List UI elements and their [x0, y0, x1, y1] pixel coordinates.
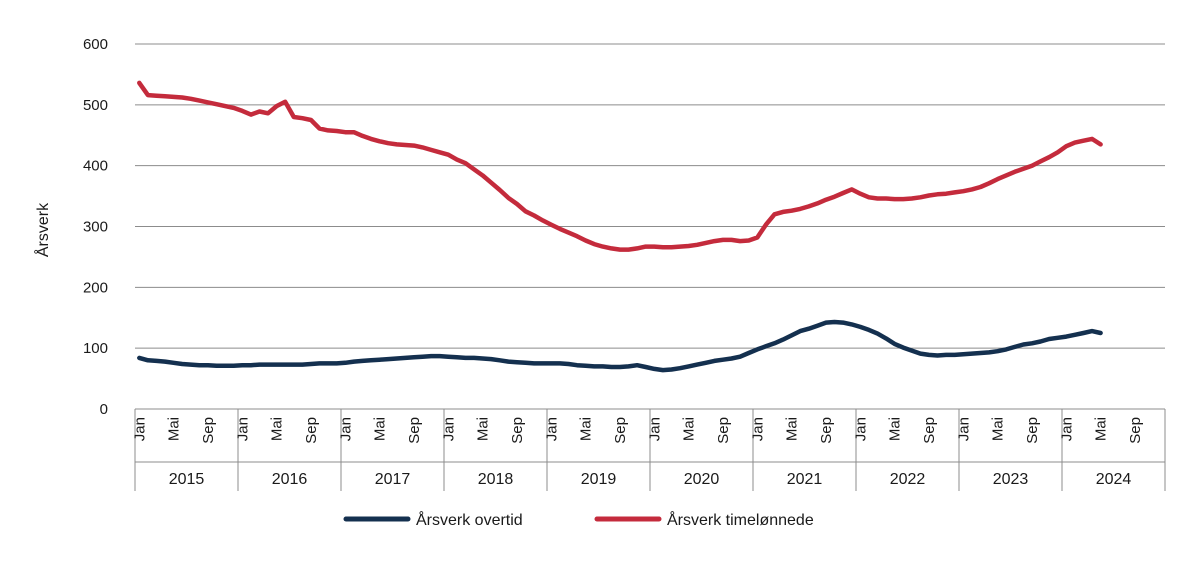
x-month-tick-label: Sep — [509, 417, 526, 444]
x-month-tick-label: Sep — [303, 417, 320, 444]
x-year-label: 2019 — [581, 471, 617, 488]
x-month-tick-label: Jan — [955, 417, 972, 441]
series-lines — [137, 80, 1103, 373]
x-year-label: 2015 — [169, 471, 205, 488]
x-axis: Jan Mai Sep 2015 Jan Mai Sep 2016 Jan Mai Sep 2017 J… — [131, 408, 1166, 491]
x-month-tick-label: Jan — [646, 417, 663, 441]
x-month-tick-label: Jan — [131, 417, 148, 441]
y-axis-title: Årsverk — [33, 202, 52, 257]
x-month-tick-label: Jan — [337, 417, 354, 441]
x-month-tick-label: Sep — [818, 417, 835, 444]
gridlines — [135, 43, 1165, 349]
y-axis-ticks: 0 100 200 300 400 500 600 — [83, 36, 108, 418]
x-month-tick-label: Sep — [612, 417, 629, 444]
legend-label-overtid: Årsverk overtid — [416, 510, 523, 529]
x-month-tick-label: Mai — [784, 417, 801, 441]
x-month-tick-label: Mai — [269, 417, 286, 441]
legend-label-timelonnede: Årsverk timelønnede — [667, 510, 814, 529]
x-month-tick-label: Jan — [1058, 417, 1075, 441]
x-year-label: 2023 — [993, 471, 1029, 488]
y-tick-label: 600 — [83, 36, 108, 53]
y-tick-label: 500 — [83, 97, 108, 114]
x-month-tick-label: Mai — [1093, 417, 1110, 441]
y-tick-label: 400 — [83, 158, 108, 175]
x-year-label: 2021 — [787, 471, 823, 488]
x-month-tick-label: Mai — [887, 417, 904, 441]
x-year-label: 2016 — [272, 471, 308, 488]
x-month-tick-label: Mai — [578, 417, 595, 441]
y-tick-label: 300 — [83, 219, 108, 236]
x-month-tick-label: Mai — [990, 417, 1007, 441]
x-month-tick-label: Sep — [406, 417, 423, 444]
x-month-tick-label: Jan — [440, 417, 457, 441]
x-month-tick-label: Jan — [852, 417, 869, 441]
x-month-tick-label: Sep — [1024, 417, 1041, 444]
x-month-tick-label: Mai — [475, 417, 492, 441]
x-year-label: 2018 — [478, 471, 514, 488]
x-month-tick-label: Jan — [749, 417, 766, 441]
x-year-label: 2017 — [375, 471, 411, 488]
y-tick-label: 200 — [83, 279, 108, 296]
x-month-tick-label: Sep — [200, 417, 217, 444]
legend: Årsverk overtid Årsverk timelønnede — [343, 510, 814, 529]
x-month-tick-label: Mai — [166, 417, 183, 441]
x-month-tick-label: Mai — [681, 417, 698, 441]
y-tick-label: 0 — [100, 401, 108, 418]
x-month-tick-label: Sep — [715, 417, 732, 444]
x-month-tick-label: Mai — [372, 417, 389, 441]
x-year-label: 2022 — [890, 471, 926, 488]
x-month-tick-label: Sep — [921, 417, 938, 444]
y-tick-label: 100 — [83, 340, 108, 357]
x-month-tick-label: Jan — [543, 417, 560, 441]
x-month-tick-label: Jan — [234, 417, 251, 441]
x-year-label: 2020 — [684, 471, 720, 488]
series-line-overtid — [137, 319, 1103, 373]
series-line-timelonnede — [137, 80, 1103, 252]
x-month-tick-label: Sep — [1127, 417, 1144, 444]
x-year-label: 2024 — [1096, 471, 1132, 488]
